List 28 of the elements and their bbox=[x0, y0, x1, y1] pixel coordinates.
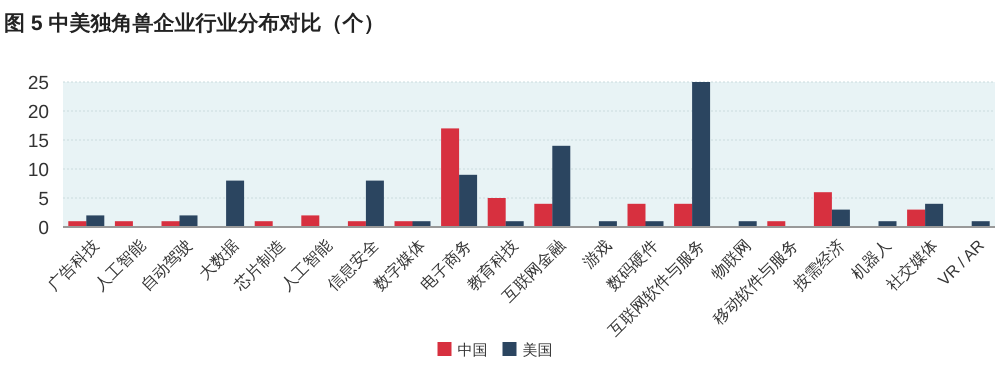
y-tick-label: 15 bbox=[28, 131, 49, 152]
legend-label: 美国 bbox=[522, 342, 552, 359]
chart-title: 图 5 中美独角兽企业行业分布对比（个） bbox=[4, 11, 384, 35]
bar bbox=[86, 215, 104, 227]
x-tick-label: 游戏 bbox=[580, 236, 616, 272]
bar bbox=[907, 210, 926, 227]
bar bbox=[488, 198, 506, 227]
x-tick-label: VR / AR bbox=[936, 237, 988, 290]
bar bbox=[628, 204, 646, 227]
bar bbox=[441, 128, 460, 227]
bar bbox=[674, 204, 692, 227]
bar bbox=[226, 180, 244, 227]
y-tick-label: 25 bbox=[28, 73, 49, 94]
bar bbox=[301, 215, 320, 227]
y-tick-label: 5 bbox=[38, 189, 49, 210]
bar bbox=[534, 204, 552, 227]
bar bbox=[459, 174, 478, 227]
y-tick-label: 10 bbox=[28, 160, 49, 181]
y-tick-label: 20 bbox=[28, 102, 49, 123]
bar bbox=[814, 192, 832, 227]
bar bbox=[925, 204, 944, 227]
bar bbox=[180, 215, 198, 227]
bar bbox=[552, 146, 570, 227]
y-tick-label: 0 bbox=[38, 218, 49, 239]
bar bbox=[832, 210, 850, 227]
legend-label: 中国 bbox=[458, 342, 488, 359]
bar bbox=[692, 82, 710, 227]
bar bbox=[366, 180, 384, 227]
